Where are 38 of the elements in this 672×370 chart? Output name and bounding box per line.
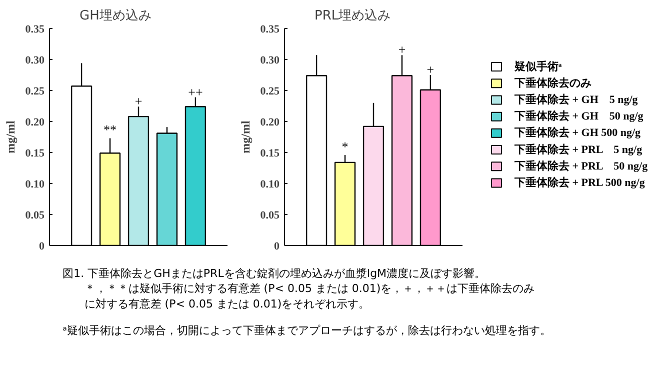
text: に対する有意差 (P< 0.05 または 0.01)をそれぞれ示す。 bbox=[84, 298, 370, 311]
data-label: + bbox=[426, 62, 434, 77]
y-tick-label: 0.05 bbox=[260, 210, 280, 222]
text: 下垂体除去 + GH 50 ng/g bbox=[514, 110, 644, 123]
y-tick-label: 0 bbox=[274, 240, 280, 252]
data-label: + bbox=[398, 42, 406, 58]
y-tick-label: 0.35 bbox=[25, 24, 45, 36]
text: 下垂体除去 + GH 5 ng/g bbox=[514, 94, 638, 106]
y-tick-label: 0.35 bbox=[260, 24, 280, 36]
caption: 図1. 下垂体除去とGHまたはPRLを含む錠剤の埋め込みが血漿IgM濃度に及ぼす影響。 bbox=[62, 266, 486, 280]
y-tick-label: 0.10 bbox=[25, 178, 45, 190]
legend-label: 下垂体除去 + PRL 5 ng/g bbox=[514, 142, 643, 156]
text: 疑似手術ᵃ bbox=[514, 60, 562, 73]
chart-title: PRL埋め込み bbox=[314, 8, 391, 24]
data-label: * bbox=[342, 138, 348, 154]
data-label: + bbox=[134, 94, 142, 109]
y-tick-label: 0.25 bbox=[25, 86, 45, 98]
y-tick-label: 0 bbox=[39, 240, 45, 252]
y-axis-title: mg/ml bbox=[238, 120, 252, 154]
y-tick-label: 0.30 bbox=[25, 54, 45, 66]
y-tick-label: 0.20 bbox=[260, 116, 280, 128]
y-tick-label: 0.10 bbox=[260, 178, 280, 190]
text: 下垂体除去のみ bbox=[514, 77, 592, 90]
y-tick-label: 0.15 bbox=[260, 148, 280, 160]
legend-label: 下垂体除去 + PRL 50 ng/g bbox=[514, 159, 648, 172]
data-label: ++ bbox=[188, 84, 203, 100]
y-tick-label: 0.30 bbox=[260, 54, 280, 66]
legend-label: 下垂体除去 + PRL 500 ng/g bbox=[514, 176, 646, 189]
text: 下垂体除去 + GH 500 ng/g bbox=[514, 127, 641, 140]
text: ＊，＊＊は疑似手術に対する有意差 (P< 0.05 または 0.01)を，＋，＋＋は下垂体除去のみ bbox=[84, 282, 535, 296]
y-tick-label: 0.25 bbox=[260, 86, 280, 98]
data-label: ** bbox=[104, 122, 117, 138]
chart-title: GH埋め込み bbox=[80, 8, 152, 24]
y-tick-label: 0.05 bbox=[25, 210, 45, 222]
y-tick-label: 0.20 bbox=[25, 116, 45, 128]
y-tick-label: 0.15 bbox=[25, 148, 45, 160]
text: ᵃ疑似手術はこの場合，切開によって下垂体までアプローチはするが，除去は行わない処理を指す。 bbox=[62, 324, 551, 338]
y-axis-title: mg/ml bbox=[3, 120, 18, 154]
